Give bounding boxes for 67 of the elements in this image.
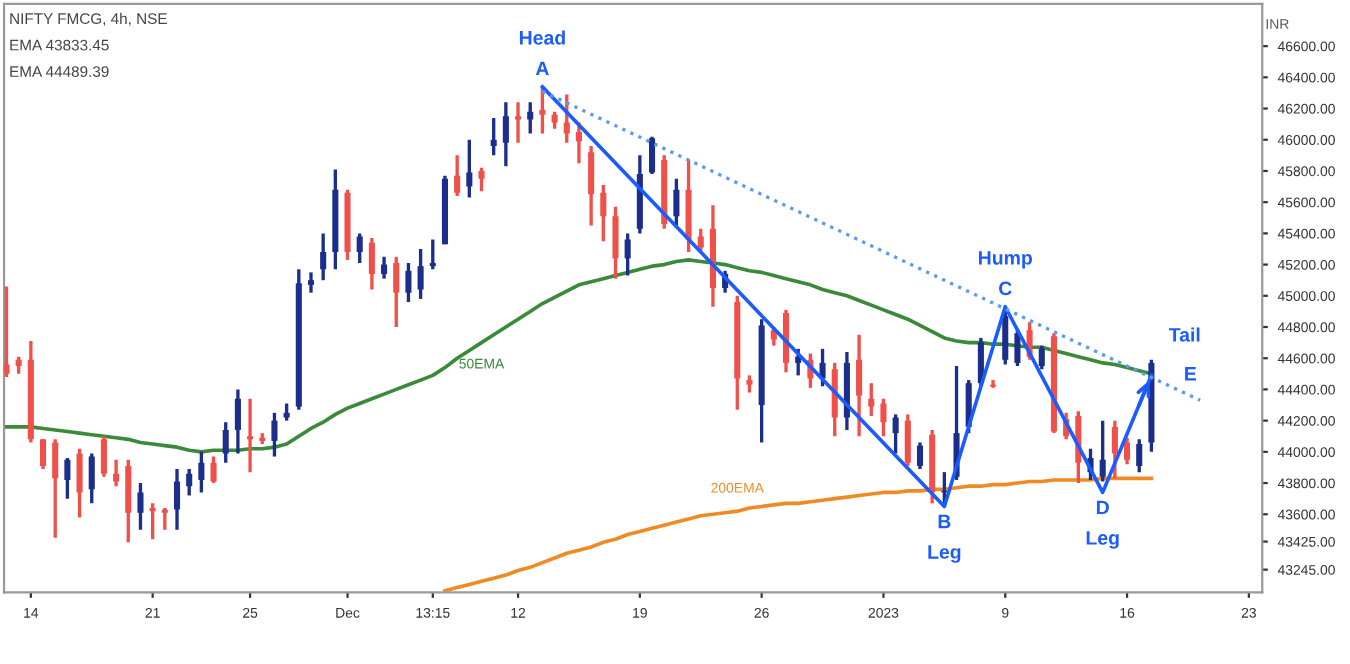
candlestick	[478, 166, 485, 193]
annotation: Leg	[928, 545, 961, 563]
candlestick	[880, 397, 887, 438]
candlestick	[137, 481, 144, 532]
candlestick	[515, 100, 522, 145]
candlestick	[454, 153, 461, 198]
candlestick	[88, 451, 95, 506]
candlestick	[624, 231, 631, 278]
candlestick	[1099, 418, 1106, 484]
candlestick	[648, 134, 656, 176]
candlestick	[39, 437, 47, 471]
annotation: D	[1096, 500, 1109, 515]
annotation: Leg	[1086, 531, 1119, 549]
annotation: Tail	[1168, 327, 1200, 342]
candlestick	[356, 231, 363, 265]
candlestick	[575, 120, 582, 165]
candlestick	[186, 467, 193, 498]
candlestick	[819, 347, 826, 388]
candlestick	[673, 177, 680, 228]
annotation: C	[999, 281, 1012, 296]
candlestick	[393, 255, 400, 329]
candlestick	[563, 92, 570, 145]
candlestick	[100, 434, 107, 479]
candlestick	[916, 440, 924, 471]
candlestick	[149, 501, 156, 541]
candlestick	[466, 138, 473, 200]
candlestick	[868, 381, 875, 418]
candlestick	[381, 255, 388, 281]
candlestick	[222, 420, 229, 465]
candlestick	[307, 270, 315, 295]
candlestick	[198, 450, 205, 495]
candlestick	[697, 227, 704, 254]
candlestick	[1038, 344, 1045, 371]
candlestick	[490, 116, 497, 158]
candlestick	[588, 144, 595, 228]
candlestick	[368, 236, 375, 292]
candlestick	[1124, 436, 1131, 466]
candlestick	[904, 412, 911, 468]
candlestick	[320, 231, 327, 282]
candlestick	[64, 456, 71, 501]
candlestick	[210, 454, 217, 485]
candlestick	[539, 85, 546, 136]
candlestick	[52, 437, 59, 540]
candlestick	[173, 467, 181, 532]
candlestick	[271, 411, 278, 459]
annotation: E	[1185, 367, 1197, 381]
annotation: A	[535, 61, 549, 76]
candlestick	[502, 100, 509, 168]
candlestick	[417, 247, 424, 301]
candlestick	[125, 457, 132, 545]
candlestick	[856, 333, 863, 438]
candlestick	[1136, 437, 1143, 474]
candlestick	[892, 412, 899, 456]
candlestick	[76, 447, 83, 520]
candlestick	[405, 261, 412, 304]
candlestick	[247, 397, 254, 474]
annotation: Head	[519, 30, 565, 45]
candlestick	[1111, 418, 1118, 481]
candlestick	[600, 183, 607, 243]
annotation: Hump	[979, 251, 1032, 269]
candlestick	[612, 205, 619, 281]
candlestick	[429, 237, 436, 271]
candlestick	[234, 387, 241, 456]
candlestick	[1014, 328, 1021, 368]
candlestick	[161, 506, 168, 532]
candlestick	[4, 284, 10, 379]
annotation: B	[938, 514, 951, 529]
